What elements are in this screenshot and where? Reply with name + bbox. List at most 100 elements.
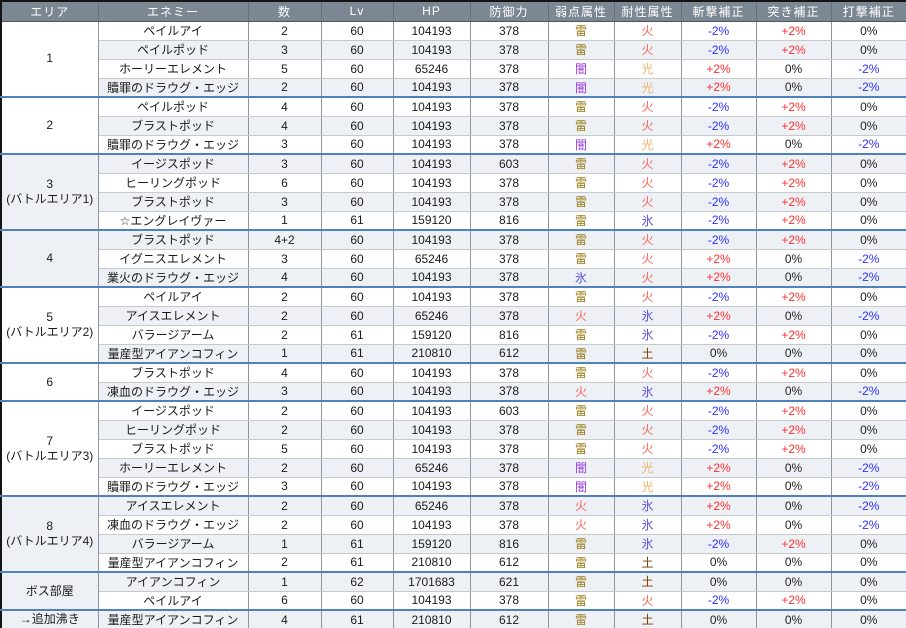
enemy-cell: ブラストポッド (97, 438, 249, 459)
thrust-cell: 0% (755, 609, 832, 628)
table-row: ペイルポッド 3 60 104193 378 雷火 -2% +2% 0% (1, 39, 906, 60)
lv-cell: 60 (320, 20, 394, 41)
def-cell: 378 (469, 77, 549, 98)
table-row: 2 ペイルポッド 4 60 104193 378 雷火 -2% +2% 0% (0, 96, 906, 155)
resist-cell: 火 (613, 39, 682, 60)
count-cell: 3 (247, 248, 322, 269)
area-cell: 4 (0, 229, 99, 288)
column-header-thrust: 突き補正 (755, 1, 832, 22)
lv-cell: 61 (320, 324, 394, 345)
enemy-cell: 贖罪のドラウグ・エッジ (97, 134, 249, 155)
hp-cell: 104193 (392, 476, 471, 497)
resist-cell: 光 (613, 77, 682, 98)
thrust-cell: 0% (755, 381, 832, 402)
def-cell: 378 (469, 457, 549, 478)
count-cell: 6 (247, 590, 322, 611)
def-cell: 378 (469, 381, 549, 402)
hp-cell: 159120 (392, 210, 471, 231)
area-cell: 3 (バトルエリア1) (0, 153, 99, 231)
strike-cell: 0% (830, 153, 906, 174)
thrust-cell: 0% (755, 343, 832, 364)
thrust-cell: +2% (755, 20, 832, 41)
lv-cell: 61 (320, 552, 394, 573)
slash-cell: -2% (680, 419, 757, 440)
count-cell: 3 (247, 39, 322, 60)
weak-cell: 雷 (547, 343, 615, 364)
lv-cell: 60 (320, 248, 394, 269)
slash-cell: +2% (680, 248, 757, 269)
def-cell: 378 (469, 495, 549, 516)
weak-cell: 雷 (547, 571, 615, 592)
enemy-cell: ヒーリングポッド (97, 419, 249, 440)
enemy-cell: 量産型アイアンコフィン (97, 343, 249, 364)
count-cell: 4 (247, 609, 322, 628)
resist-cell: 火 (613, 191, 682, 212)
enemy-cell: ペイルアイ (97, 286, 249, 307)
resist-cell: 氷 (613, 324, 682, 345)
resist-cell: 土 (613, 552, 682, 573)
def-cell: 378 (469, 267, 549, 288)
strike-cell: -2% (830, 495, 906, 516)
count-cell: 4 (247, 115, 322, 136)
enemy-cell: ☆エングレイヴァー (97, 210, 249, 231)
lv-cell: 61 (320, 210, 394, 231)
table-row: ヒーリングポッド 6 60 104193 378 雷火 -2% +2% 0% (1, 172, 906, 193)
resist-cell: 火 (613, 115, 682, 136)
strike-cell: 0% (830, 229, 906, 250)
enemy-cell: ブラストポッド (97, 362, 249, 383)
count-cell: 2 (247, 419, 322, 440)
table-row: イグニスエレメント 3 60 65246 378 雷火 +2% 0% -2% (1, 248, 906, 269)
strike-cell: 0% (830, 39, 906, 60)
slash-cell: -2% (680, 39, 757, 60)
slash-cell: -2% (680, 115, 757, 136)
thrust-cell: +2% (755, 172, 832, 193)
enemy-cell: イージスポッド (97, 400, 249, 421)
strike-cell: 0% (830, 400, 906, 421)
hp-cell: 104193 (392, 20, 471, 41)
strike-cell: 0% (830, 96, 906, 117)
count-cell: 1 (247, 210, 322, 231)
strike-cell: 0% (830, 609, 906, 628)
table-row: ヒーリングポッド 2 60 104193 378 雷火 -2% +2% 0% (1, 419, 906, 440)
hp-cell: 104193 (392, 77, 471, 98)
strike-cell: -2% (830, 457, 906, 478)
table-row: 7 (バトルエリア3) イージスポッド 2 60 104193 603 雷火 -2% +2% 0% (0, 400, 906, 497)
column-header-hp: HP (392, 1, 471, 22)
lv-cell: 60 (320, 400, 394, 421)
slash-cell: +2% (680, 305, 757, 326)
weak-cell: 雷 (547, 533, 615, 554)
resist-cell: 火 (613, 419, 682, 440)
resist-cell: 氷 (613, 305, 682, 326)
weak-cell: 雷 (547, 400, 615, 421)
hp-cell: 104193 (392, 115, 471, 136)
slash-cell: -2% (680, 172, 757, 193)
strike-cell: -2% (830, 58, 906, 79)
table-row: 贖罪のドラウグ・エッジ 2 60 104193 378 闇光 +2% 0% -2% (1, 77, 906, 98)
slash-cell: -2% (680, 191, 757, 212)
hp-cell: 104193 (392, 438, 471, 459)
strike-cell: 0% (830, 438, 906, 459)
hp-cell: 65246 (392, 457, 471, 478)
slash-cell: -2% (680, 210, 757, 231)
column-header-slash: 斬撃補正 (680, 1, 757, 22)
slash-cell: 0% (680, 552, 757, 573)
resist-cell: 火 (613, 229, 682, 250)
enemy-cell: ペイルポッド (97, 96, 249, 117)
enemy-cell: ペイルアイ (97, 590, 249, 611)
slash-cell: -2% (680, 400, 757, 421)
area-cell: 6 (0, 362, 99, 402)
thrust-cell: 0% (755, 77, 832, 98)
count-cell: 2 (247, 286, 322, 307)
count-cell: 1 (247, 343, 322, 364)
count-cell: 1 (247, 571, 322, 592)
resist-cell: 火 (613, 153, 682, 174)
weak-cell: 雷 (547, 153, 615, 174)
table-row: ☆エングレイヴァー 1 61 159120 816 雷氷 -2% +2% 0% (1, 210, 906, 231)
count-cell: 5 (247, 58, 322, 79)
slash-cell: -2% (680, 96, 757, 117)
hp-cell: 104193 (392, 267, 471, 288)
thrust-cell: +2% (755, 191, 832, 212)
hp-cell: 159120 (392, 324, 471, 345)
slash-cell: +2% (680, 77, 757, 98)
slash-cell: +2% (680, 58, 757, 79)
